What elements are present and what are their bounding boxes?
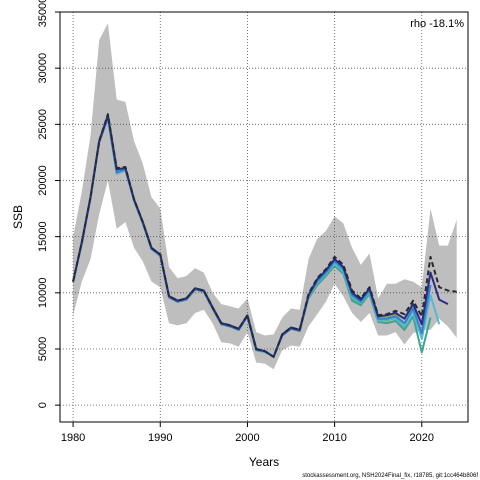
- x-tick-label: 2020: [410, 432, 434, 444]
- y-tick-label: 35000: [37, 0, 49, 27]
- series-line-0: [72, 113, 457, 358]
- y-tick-label: 10000: [37, 278, 49, 309]
- y-tick-label: 15000: [37, 221, 49, 252]
- y-tick-label: 30000: [37, 53, 49, 84]
- axes: 1980 1990 2000 2010 2020 0 5000 10000 15000 20000…: [37, 0, 434, 444]
- y-tick-label: 0: [37, 402, 49, 408]
- rho-annotation: rho -18.1%: [410, 18, 464, 30]
- x-axis-title: Years: [249, 455, 279, 469]
- series-lines: [72, 113, 457, 358]
- x-tick-label: 2010: [322, 432, 346, 444]
- footer-text: stockassessment.org, NSH2024Final_fix, r…: [302, 473, 478, 479]
- confidence-band: [73, 23, 457, 370]
- confidence-band-polygon: [73, 23, 457, 370]
- x-tick-label: 1980: [61, 432, 85, 444]
- y-tick-label: 25000: [37, 109, 49, 140]
- x-tick-label: 2000: [235, 432, 259, 444]
- y-tick-label: 20000: [37, 165, 49, 196]
- y-axis-title: SSB: [11, 205, 25, 229]
- grid-lines: [60, 11, 468, 422]
- y-tick-label: 5000: [37, 337, 49, 361]
- plot-frame: [59, 11, 469, 423]
- x-tick-label: 1990: [148, 432, 172, 444]
